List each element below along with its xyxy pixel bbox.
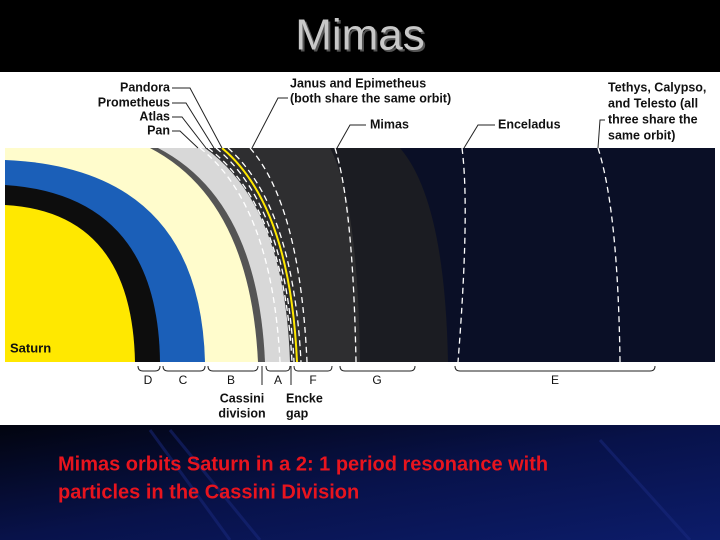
encke-label: Encke <box>286 391 323 405</box>
leader-lines-inner <box>172 87 223 149</box>
tethys-label: same orbit) <box>608 128 675 142</box>
title-shadow: Mimas <box>297 13 427 62</box>
orbit-tethys <box>597 148 621 362</box>
ring-brackets <box>137 365 656 372</box>
encke-label: gap <box>286 406 309 420</box>
ring-f <box>221 148 298 362</box>
orbit-prometheus <box>215 148 295 362</box>
mimas-label: Mimas <box>370 117 409 131</box>
planet-label: Saturn <box>10 340 51 355</box>
moon-label: Prometheus <box>98 95 170 109</box>
orbit-atlas <box>207 148 293 362</box>
ring-label: A <box>274 373 282 387</box>
ring-label: E <box>551 373 559 387</box>
ring-diagram <box>5 148 715 362</box>
tethys-label: three share the <box>608 112 698 126</box>
janus-label: (both share the same orbit) <box>290 91 451 105</box>
ring-label: F <box>309 373 316 387</box>
orbit-pan <box>199 148 281 362</box>
decor-streaks <box>148 429 692 540</box>
orbit-enceladus <box>457 148 466 362</box>
moon-label: Pan <box>147 123 170 137</box>
orbit-mimas <box>334 148 357 362</box>
title: Mimas <box>295 11 425 60</box>
title-band <box>0 0 720 72</box>
leader-enceladus <box>463 124 495 149</box>
moon-label: Pandora <box>120 80 171 94</box>
leader-janus <box>251 97 288 149</box>
saturn <box>5 205 135 362</box>
ring-label: B <box>227 373 235 387</box>
caption-band <box>0 425 720 540</box>
caption: Mimas orbits Saturn in a 2: 1 period res… <box>58 453 548 475</box>
janus-label: Janus and Epimetheus <box>290 76 426 90</box>
ring-label: G <box>372 373 381 387</box>
orbit-pandora <box>227 148 302 362</box>
cassini-label: division <box>218 406 265 420</box>
ring-label: C <box>179 373 188 387</box>
tethys-label: Tethys, Calypso, <box>608 80 706 94</box>
orbit-janus <box>249 148 308 362</box>
cassini-label: Cassini <box>220 391 264 405</box>
ring-label: D <box>144 373 153 387</box>
gap-pointers <box>261 366 292 385</box>
tethys-label: and Telesto (all <box>608 96 698 110</box>
moon-label: Atlas <box>139 109 170 123</box>
leader-tethys <box>597 119 605 149</box>
enceladus-label: Enceladus <box>498 117 561 131</box>
leader-mimas <box>336 124 366 149</box>
caption: particles in the Cassini Division <box>58 481 359 503</box>
